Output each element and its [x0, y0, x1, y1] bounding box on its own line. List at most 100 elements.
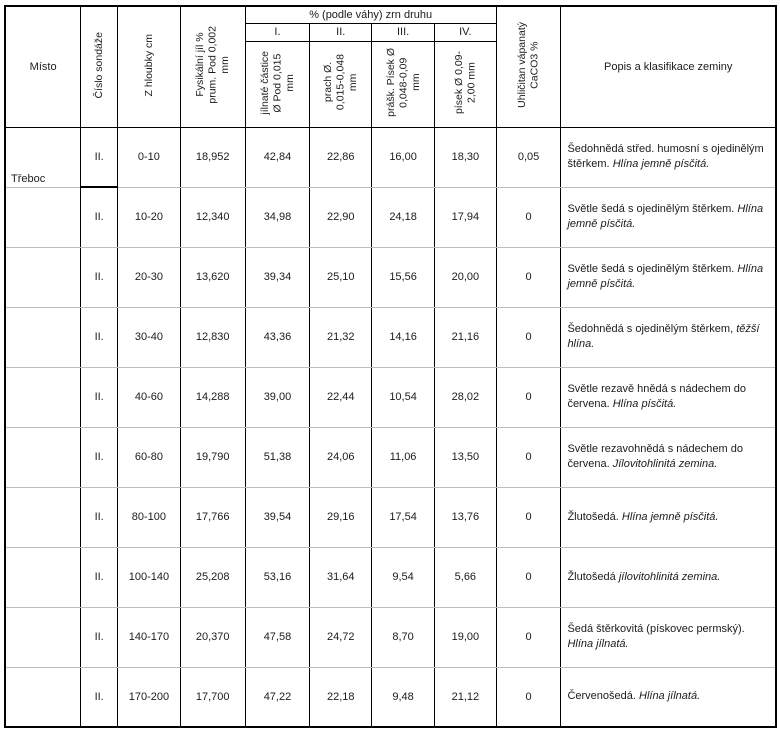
- header-frakce-2: prach Ø. 0,015-0,048 mm: [309, 40, 373, 128]
- cell-frakce-4: 18,30: [433, 126, 497, 188]
- popis-text: Světle rezavohnědá s nádechem do červena…: [567, 443, 743, 470]
- cell-frakce-4: 21,16: [433, 306, 497, 368]
- header-frakce-1-num: I.: [244, 22, 311, 42]
- header-frakce-2-num: II.: [309, 22, 373, 42]
- popis-klasifikace: těžší hlína.: [567, 323, 760, 350]
- cell-fysikalni-jil: 12,830: [179, 306, 246, 368]
- cell-caco3: 0: [495, 426, 562, 488]
- popis-klasifikace: jílovitohlinitá zemina.: [618, 570, 721, 583]
- header-cislo-sondaze: Číslo sondáže: [80, 5, 119, 128]
- cell-frakce-1: 43,36: [244, 306, 311, 368]
- cell-frakce-2: 25,10: [309, 246, 373, 308]
- popis-text: Světle rezavě hnědá s nádechem do červen…: [567, 383, 746, 410]
- cell-cislo-sondaze: II.: [80, 426, 119, 488]
- popis-text: Žlutošedá: [567, 570, 616, 583]
- cell-popis: Žlutošedá. Hlína jemně písčitá.: [560, 486, 777, 548]
- cell-fysikalni-jil: 19,790: [179, 426, 246, 488]
- cell-misto: [4, 426, 82, 488]
- cell-popis: Světle rezavě hnědá s nádechem do červen…: [560, 366, 777, 428]
- popis-text: Světle šedá s ojedinělým štěrkem.: [567, 263, 735, 276]
- table-body: Třeboc II. 0-10 18,952 42,84 22,86 16,00…: [4, 126, 777, 728]
- cell-cislo-sondaze: II.: [80, 126, 119, 188]
- cell-frakce-2: 22,90: [309, 186, 373, 248]
- cell-popis: Světle rezavohnědá s nádechem do červena…: [560, 426, 777, 488]
- cell-caco3: 0: [495, 186, 562, 248]
- cell-frakce-3: 24,18: [371, 186, 435, 248]
- cell-hloubka: 10-20: [117, 186, 181, 248]
- table-row: II. 10-20 12,340 34,98 22,90 24,18 17,94…: [4, 186, 777, 248]
- cell-cislo-sondaze: II.: [80, 366, 119, 428]
- cell-frakce-1: 47,22: [244, 666, 311, 728]
- cell-frakce-4: 17,94: [433, 186, 497, 248]
- cell-frakce-2: 22,44: [309, 366, 373, 428]
- cell-caco3: 0: [495, 306, 562, 368]
- cell-frakce-3: 11,06: [371, 426, 435, 488]
- cell-misto: [4, 666, 82, 728]
- cell-fysikalni-jil: 13,620: [179, 246, 246, 308]
- cell-frakce-4: 5,66: [433, 546, 497, 608]
- cell-popis: Šedohnědá s ojedinělým štěrkem, těžší hl…: [560, 306, 777, 368]
- cell-cislo-sondaze: II.: [80, 186, 119, 248]
- cell-hloubka: 80-100: [117, 486, 181, 548]
- cell-hloubka: 170-200: [117, 666, 181, 728]
- cell-cislo-sondaze: II.: [80, 306, 119, 368]
- cell-frakce-3: 10,54: [371, 366, 435, 428]
- header-fysikalni-jil-label: Fysikální jíl % prum. Pod 0,002 mm: [194, 26, 231, 105]
- cell-caco3: 0: [495, 486, 562, 548]
- cell-hloubka: 30-40: [117, 306, 181, 368]
- cell-frakce-2: 29,16: [309, 486, 373, 548]
- header-frakce-3-label: prášk. Písek Ø 0,048-0,09 mm: [384, 48, 422, 117]
- cell-fysikalni-jil: 17,700: [179, 666, 246, 728]
- cell-frakce-3: 9,54: [371, 546, 435, 608]
- popis-klasifikace: Jílovitohlinitá zemina.: [612, 458, 718, 470]
- cell-fysikalni-jil: 14,288: [179, 366, 246, 428]
- cell-frakce-2: 24,72: [309, 606, 373, 668]
- cell-caco3: 0,05: [495, 126, 562, 188]
- cell-frakce-1: 51,38: [244, 426, 311, 488]
- cell-hloubka: 140-170: [117, 606, 181, 668]
- table-row: II. 60-80 19,790 51,38 24,06 11,06 13,50…: [4, 426, 777, 488]
- cell-frakce-4: 13,76: [433, 486, 497, 548]
- cell-frakce-2: 24,06: [309, 426, 373, 488]
- header-uhlicitan-label: Uhličitan vápanatý CaCO3 %: [516, 22, 541, 109]
- cell-hloubka: 60-80: [117, 426, 181, 488]
- cell-fysikalni-jil: 12,340: [179, 186, 246, 248]
- popis-klasifikace: Hlína jemně písčitá.: [567, 203, 764, 230]
- cell-frakce-1: 34,98: [244, 186, 311, 248]
- table-row: II. 30-40 12,830 43,36 21,32 14,16 21,16…: [4, 306, 777, 368]
- popis-klasifikace: Hlína jemně písčitá.: [567, 263, 764, 290]
- cell-cislo-sondaze: II.: [80, 546, 119, 608]
- cell-misto: [4, 306, 82, 368]
- popis-text: Světle šedá s ojedinělým štěrkem.: [567, 203, 735, 216]
- cell-popis: Šedá štěrkovitá (pískovec permský). Hlín…: [560, 606, 777, 668]
- table-row: II. 80-100 17,766 39,54 29,16 17,54 13,7…: [4, 486, 777, 548]
- header-frakce-4: písek Ø 0,09- 2,00 mm: [433, 40, 497, 128]
- cell-caco3: 0: [495, 666, 562, 728]
- cell-fysikalni-jil: 20,370: [179, 606, 246, 668]
- cell-fysikalni-jil: 17,766: [179, 486, 246, 548]
- cell-frakce-3: 8,70: [371, 606, 435, 668]
- popis-klasifikace: Hlína písčitá.: [612, 398, 677, 410]
- table-row: II. 170-200 17,700 47,22 22,18 9,48 21,1…: [4, 666, 777, 728]
- cell-frakce-4: 21,12: [433, 666, 497, 728]
- cell-popis: Světle šedá s ojedinělým štěrkem. Hlína …: [560, 246, 777, 308]
- cell-frakce-2: 31,64: [309, 546, 373, 608]
- cell-caco3: 0: [495, 366, 562, 428]
- popis-text: Šedohnědá střed. humosní s ojedinělým št…: [567, 143, 764, 170]
- header-frakce-3: prášk. Písek Ø 0,048-0,09 mm: [371, 40, 435, 128]
- header-frakce-2-label: prach Ø. 0,015-0,048 mm: [322, 54, 359, 111]
- header-popis: Popis a klasifikace zeminy: [560, 5, 777, 128]
- table-row: Třeboc II. 0-10 18,952 42,84 22,86 16,00…: [4, 126, 777, 188]
- header-fysikalni-jil: Fysikální jíl % prum. Pod 0,002 mm: [179, 5, 246, 128]
- cell-frakce-2: 22,86: [309, 126, 373, 188]
- cell-popis: Šedohnědá střed. humosní s ojedinělým št…: [560, 126, 777, 188]
- popis-text: Červenošedá.: [567, 690, 636, 703]
- cell-popis: Červenošedá. Hlína jílnatá.: [560, 666, 777, 728]
- table-row: II. 20-30 13,620 39,34 25,10 15,56 20,00…: [4, 246, 777, 308]
- cell-hloubka: 40-60: [117, 366, 181, 428]
- cell-cislo-sondaze: II.: [80, 486, 119, 548]
- header-frakce-4-label: písek Ø 0,09- 2,00 mm: [452, 50, 478, 115]
- cell-cislo-sondaze: II.: [80, 606, 119, 668]
- cell-misto: [4, 186, 82, 248]
- cell-frakce-3: 14,16: [371, 306, 435, 368]
